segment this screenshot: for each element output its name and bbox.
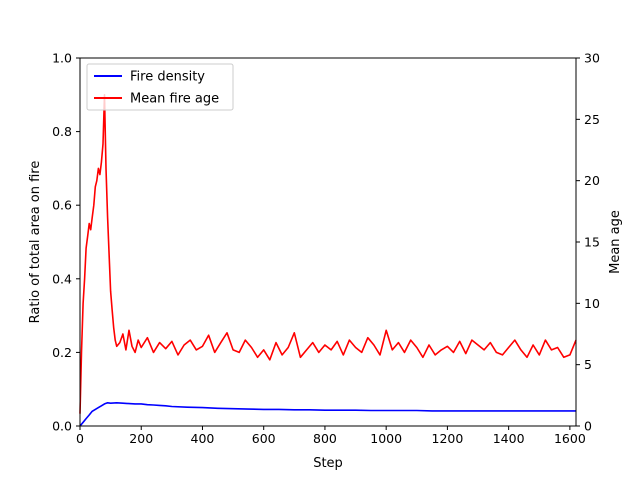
legend-label-mean-fire-age: Mean fire age xyxy=(130,92,219,107)
y-axis-left-label: Ratio of total area on fire xyxy=(28,161,43,324)
axes-layer: 0 200 400 600 800 1000 1200 1400 16000.00.20.40.… xyxy=(52,51,600,447)
y-right-tick-label-1: 5 xyxy=(584,357,592,372)
x-tick-label-2: 400 xyxy=(191,431,215,446)
y-left-tick-label-0: 0.0 xyxy=(52,419,72,434)
series-layer xyxy=(79,94,577,427)
y-left-tick-label-3: 0.6 xyxy=(52,198,72,213)
series-line-fire-density xyxy=(79,401,576,427)
y-right-tick-label-0: 0 xyxy=(584,419,592,434)
y-axis-right-label: Mean age xyxy=(608,210,623,274)
y-right-tick-label-5: 25 xyxy=(584,112,600,127)
legend-box xyxy=(86,63,234,111)
x-tick-label-4: 800 xyxy=(313,431,337,446)
x-tick-label-6: 1200 xyxy=(432,431,464,446)
series-line-mean-fire-age xyxy=(79,94,577,414)
x-tick-label-7: 1400 xyxy=(493,431,525,446)
x-tick-label-1: 200 xyxy=(129,431,153,446)
y-left-tick-label-4: 0.8 xyxy=(52,124,72,139)
legend-label-fire-density: Fire density xyxy=(130,70,205,85)
x-tick-label-5: 1000 xyxy=(370,431,402,446)
y-left-tick-label-5: 1.0 xyxy=(52,51,72,66)
y-right-tick-label-4: 20 xyxy=(584,173,600,188)
x-tick-label-3: 600 xyxy=(252,431,276,446)
x-axis-label: Step xyxy=(313,456,343,471)
y-left-tick-label-2: 0.4 xyxy=(52,271,72,286)
plot-frame xyxy=(79,57,577,427)
y-right-tick-label-2: 10 xyxy=(584,296,600,311)
x-tick-label-8: 1600 xyxy=(554,431,586,446)
y-right-tick-label-3: 15 xyxy=(584,235,600,250)
y-right-tick-label-6: 30 xyxy=(584,51,600,66)
legend: Fire density Mean fire age xyxy=(86,63,234,111)
y-left-tick-label-1: 0.2 xyxy=(52,345,72,360)
x-tick-label-0: 0 xyxy=(76,431,84,446)
